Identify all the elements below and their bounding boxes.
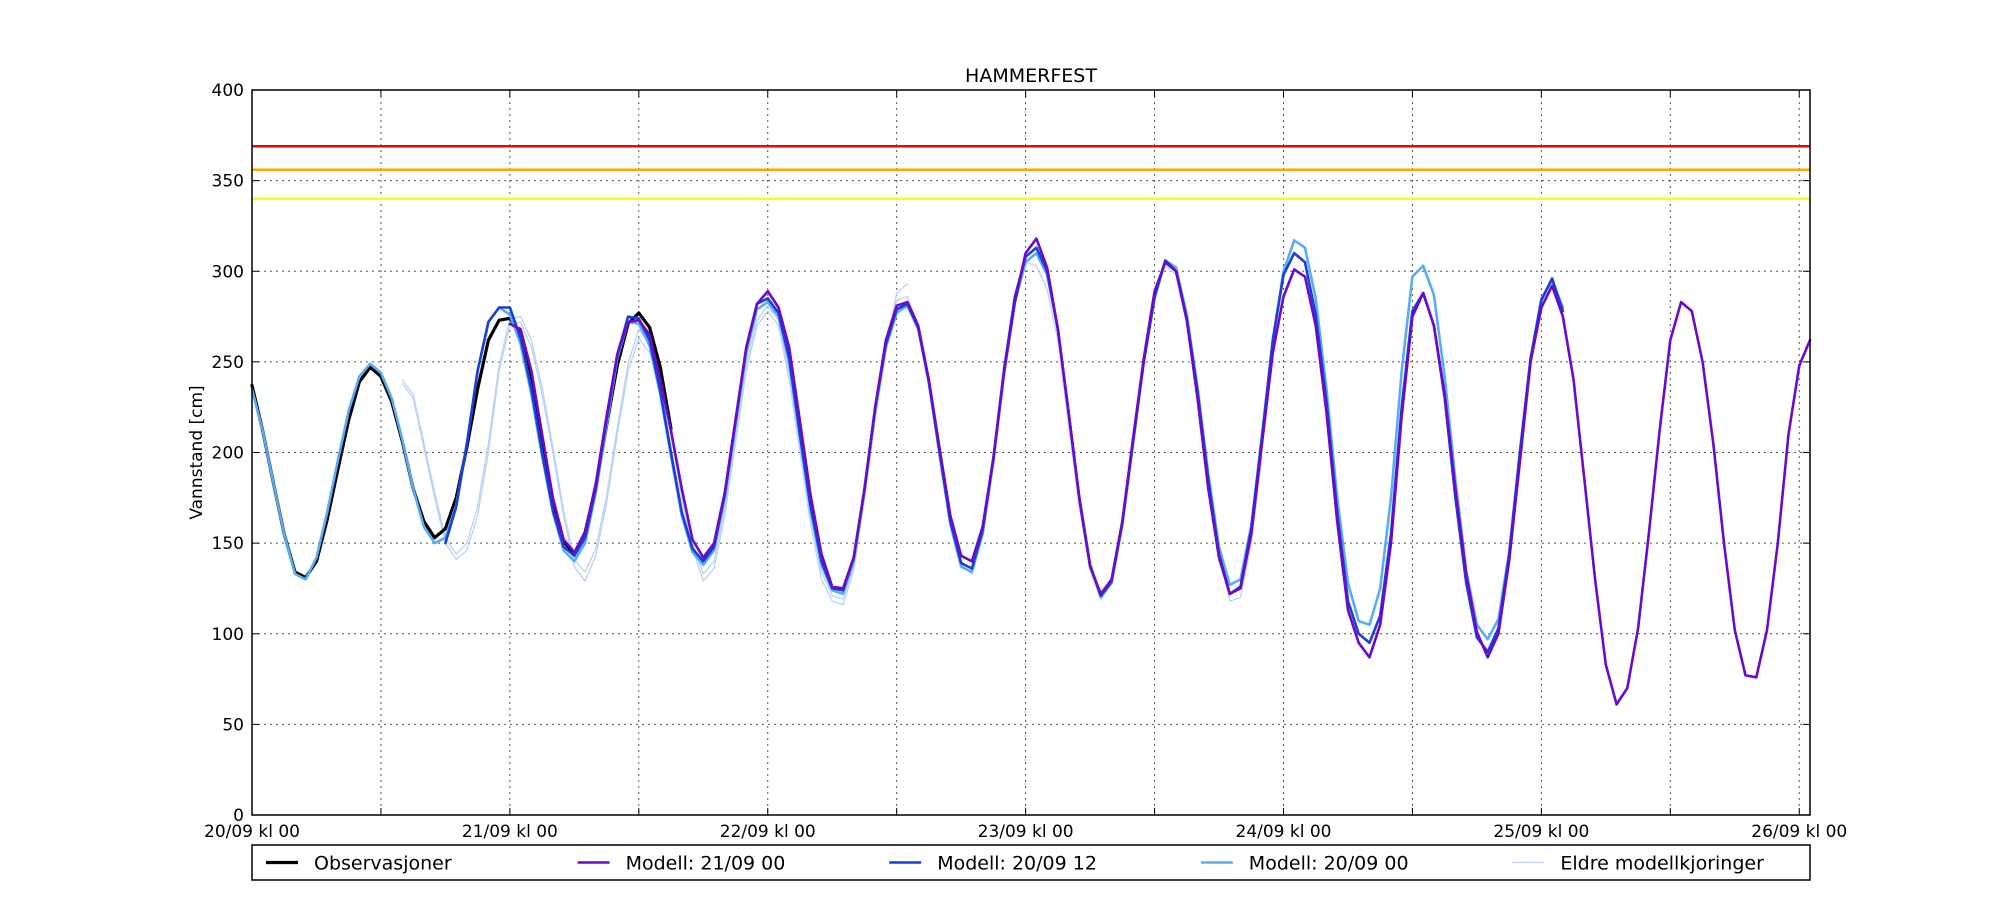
chart-title: HAMMERFEST (965, 65, 1097, 87)
x-tick-label: 20/09 kl 00 (204, 822, 300, 842)
legend-label-modell-20-09-00: Modell: 20/09 00 (1249, 853, 1409, 875)
series-line-modell-21-09-00 (508, 237, 1812, 706)
threshold-lines (252, 144, 1810, 200)
y-tick-label: 100 (212, 625, 244, 645)
legend: Observasjoner Modell: 21/09 00 Modell: 20/… (251, 844, 1811, 881)
y-tick-label: 200 (212, 444, 244, 464)
x-tick-label: 24/09 kl 00 (1236, 822, 1332, 842)
y-tick-label: 350 (212, 172, 244, 192)
x-tick-label: 21/09 kl 00 (462, 822, 558, 842)
y-axis-label: Vannstand [cm] (187, 385, 207, 519)
x-tick-label: 23/09 kl 00 (978, 822, 1074, 842)
legend-label-eldre-modellkjoringer: Eldre modellkjoringer (1560, 853, 1764, 875)
y-tick-label: 0 (233, 806, 244, 826)
series-lines (250, 237, 1812, 706)
axis-ticks: 0 50 100 150 200 250 300 350 400 20/09 kl 00 21/09… (204, 81, 1847, 842)
x-tick-label: 26/09 kl 00 (1751, 822, 1847, 842)
grid (252, 90, 1810, 815)
legend-label-modell-21-09-00: Modell: 21/09 00 (626, 853, 786, 875)
y-tick-label: 250 (212, 353, 244, 373)
y-tick-label: 150 (212, 534, 244, 554)
y-tick-label: 400 (212, 81, 244, 101)
x-tick-label: 25/09 kl 00 (1493, 822, 1589, 842)
legend-label-modell-20-09-12: Modell: 20/09 12 (937, 853, 1097, 875)
legend-frame (251, 844, 1811, 881)
x-tick-label: 22/09 kl 00 (720, 822, 816, 842)
legend-label-observasjoner: Observasjoner (314, 853, 452, 875)
y-tick-label: 300 (212, 262, 244, 282)
y-tick-label: 50 (222, 715, 244, 735)
